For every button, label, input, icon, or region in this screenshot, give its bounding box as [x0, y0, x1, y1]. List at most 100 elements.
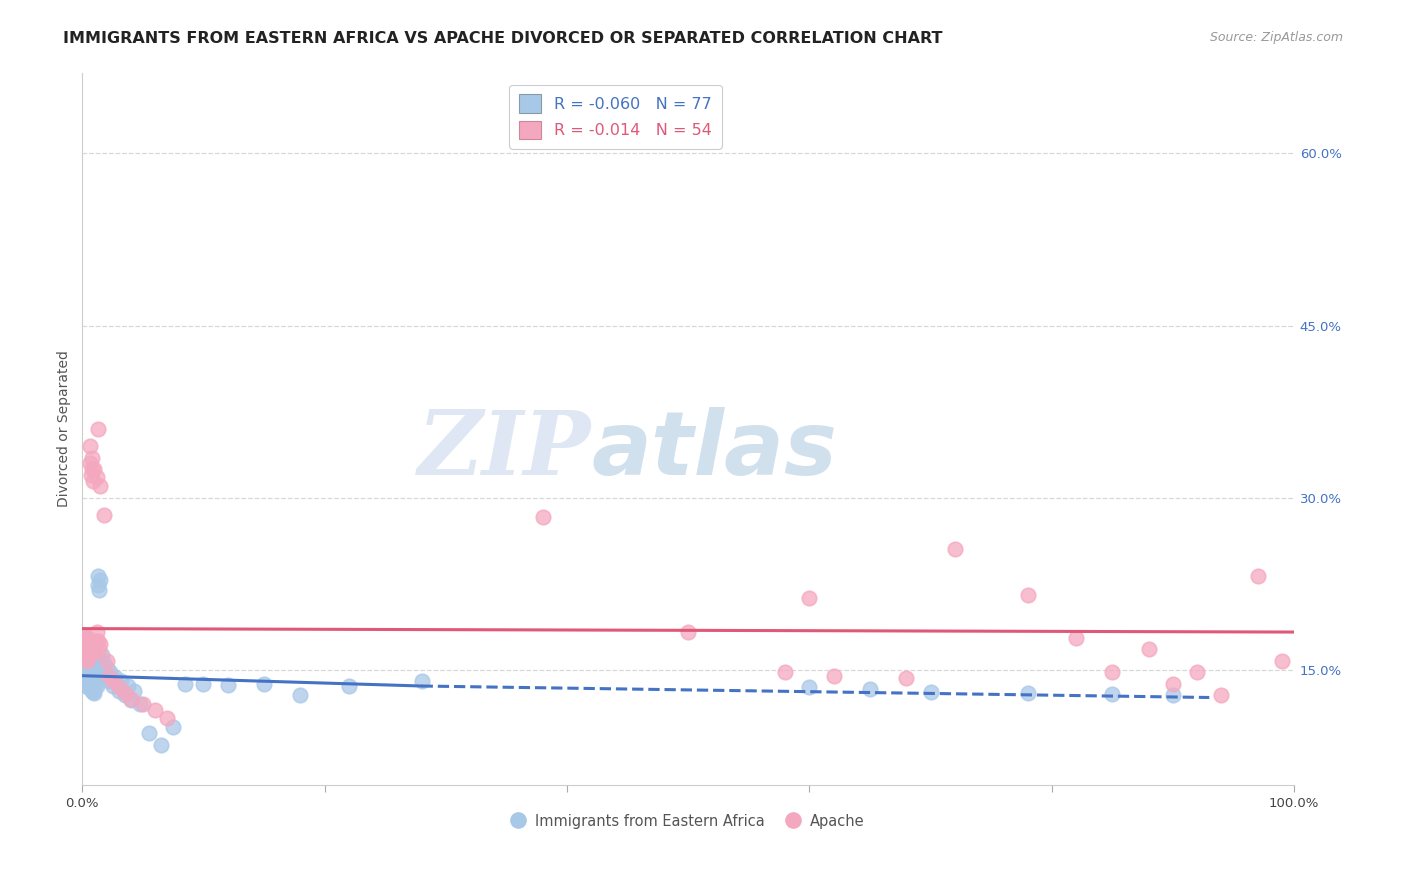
Point: [799, 591, 821, 605]
Point: [90, 648, 112, 662]
Point: [93, 508, 115, 522]
Point: [98, 665, 121, 680]
Point: [84, 634, 107, 648]
Point: [87, 578, 110, 592]
Point: [73, 646, 96, 660]
Point: [73, 657, 96, 672]
Point: [531, 510, 554, 524]
Point: [86, 667, 108, 681]
Point: [1101, 665, 1123, 680]
Text: atlas: atlas: [592, 407, 837, 493]
Point: [89, 657, 111, 672]
Point: [80, 467, 103, 482]
Point: [76, 654, 98, 668]
Point: [859, 682, 882, 697]
Text: IMMIGRANTS FROM EASTERN AFRICA VS APACHE DIVORCED OR SEPARATED CORRELATION CHART: IMMIGRANTS FROM EASTERN AFRICA VS APACHE…: [63, 31, 943, 46]
Point: [89, 642, 111, 657]
Text: Source: ZipAtlas.com: Source: ZipAtlas.com: [1209, 31, 1343, 45]
Point: [80, 673, 103, 688]
Point: [120, 691, 142, 706]
Point: [896, 671, 918, 685]
Point: [94, 670, 117, 684]
Point: [1064, 631, 1087, 645]
Point: [253, 677, 276, 691]
Point: [97, 668, 120, 682]
Point: [150, 738, 173, 752]
Point: [89, 574, 111, 588]
Point: [920, 685, 942, 699]
Point: [1161, 677, 1184, 691]
Point: [1161, 688, 1184, 702]
Point: [290, 688, 312, 702]
Point: [76, 640, 98, 654]
Point: [89, 479, 111, 493]
Point: [76, 657, 98, 672]
Point: [72, 666, 94, 681]
Point: [943, 542, 966, 557]
Point: [120, 693, 142, 707]
Point: [72, 675, 94, 690]
Point: [80, 682, 103, 697]
Point: [1137, 642, 1160, 657]
Point: [86, 679, 108, 693]
Point: [86, 470, 108, 484]
Point: [156, 711, 179, 725]
Point: [129, 698, 152, 712]
Point: [107, 680, 129, 694]
Point: [75, 634, 97, 648]
Point: [174, 677, 197, 691]
Point: [143, 703, 166, 717]
Point: [80, 668, 103, 682]
Point: [96, 660, 118, 674]
Point: [117, 679, 139, 693]
Point: [76, 679, 98, 693]
Point: [75, 658, 97, 673]
Point: [93, 656, 115, 670]
Point: [77, 631, 100, 645]
Point: [138, 726, 160, 740]
Point: [80, 450, 103, 465]
Point: [86, 625, 108, 640]
Point: [73, 663, 96, 677]
Point: [82, 685, 104, 699]
Point: [77, 660, 100, 674]
Point: [77, 674, 100, 689]
Point: [97, 674, 120, 689]
Point: [1017, 588, 1039, 602]
Text: ZIP: ZIP: [418, 407, 592, 493]
Point: [77, 654, 100, 668]
Point: [72, 628, 94, 642]
Point: [80, 675, 103, 690]
Point: [73, 678, 96, 692]
Point: [82, 671, 104, 685]
Point: [193, 677, 215, 691]
Point: [337, 679, 360, 693]
Y-axis label: Divorced or Separated: Divorced or Separated: [58, 351, 72, 508]
Point: [87, 634, 110, 648]
Point: [96, 654, 118, 668]
Point: [72, 636, 94, 650]
Point: [1017, 686, 1039, 700]
Point: [75, 665, 97, 680]
Point: [87, 422, 110, 436]
Point: [77, 680, 100, 694]
Point: [83, 674, 105, 689]
Point: [799, 680, 821, 694]
Point: [77, 648, 100, 662]
Point: [83, 646, 105, 660]
Point: [83, 686, 105, 700]
Legend: Immigrants from Eastern Africa, Apache: Immigrants from Eastern Africa, Apache: [506, 808, 870, 834]
Point: [114, 686, 136, 700]
Point: [76, 666, 98, 681]
Point: [162, 720, 184, 734]
Point: [89, 582, 111, 597]
Point: [75, 670, 97, 684]
Point: [773, 665, 796, 680]
Point: [79, 439, 101, 453]
Point: [217, 678, 239, 692]
Point: [73, 671, 96, 685]
Point: [107, 683, 129, 698]
Point: [132, 698, 155, 712]
Point: [104, 670, 127, 684]
Point: [411, 674, 433, 689]
